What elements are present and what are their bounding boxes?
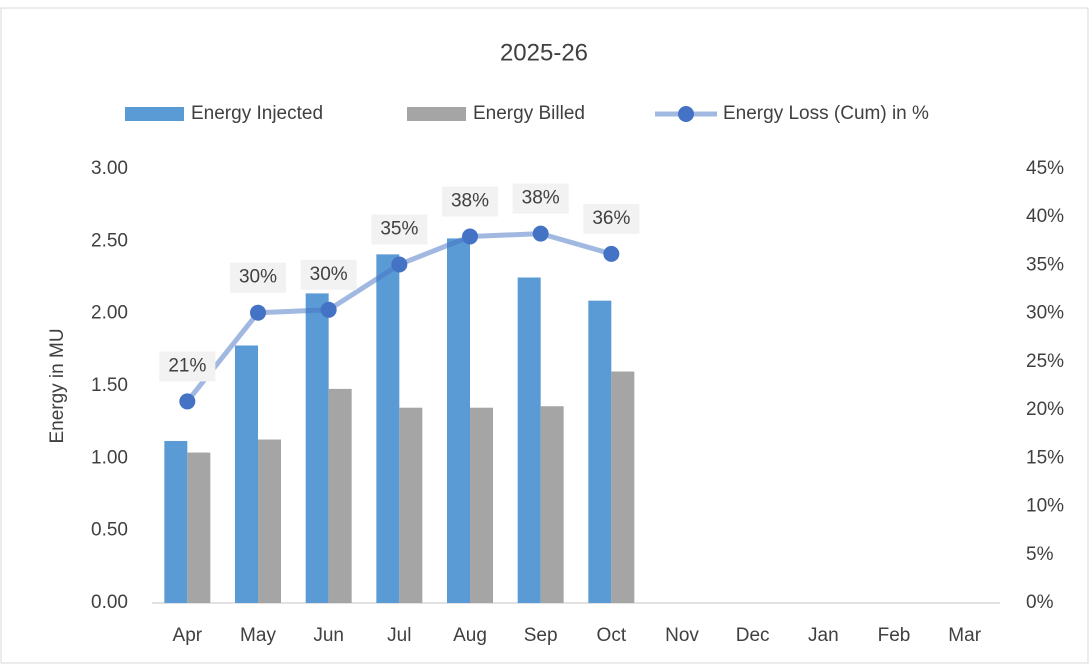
y-tick-label: 0.00 xyxy=(91,592,128,613)
legend-label: Energy Injected xyxy=(191,103,323,124)
y2-tick-label: 45% xyxy=(1026,158,1064,179)
data-label: 38% xyxy=(451,191,489,212)
y-tick-label: 2.00 xyxy=(91,303,128,324)
x-tick-label: Nov xyxy=(665,625,699,646)
x-tick-label: Jan xyxy=(808,625,839,646)
data-label: 36% xyxy=(592,208,630,229)
legend-label: Energy Loss (Cum) in % xyxy=(723,103,929,124)
data-label-box xyxy=(583,203,640,234)
data-label: 35% xyxy=(380,218,418,239)
bar xyxy=(447,238,470,603)
x-tick-label: Mar xyxy=(948,625,981,646)
x-tick-label: Jul xyxy=(387,625,411,646)
data-label: 21% xyxy=(168,355,206,376)
y2-tick-label: 40% xyxy=(1026,206,1064,227)
x-tick-label: Jun xyxy=(313,625,344,646)
bar xyxy=(470,407,493,603)
legend-label: Energy Billed xyxy=(473,103,585,124)
data-label-box xyxy=(371,214,428,245)
data-label-box xyxy=(442,186,498,217)
y-axis-title: Energy in MU xyxy=(47,328,68,443)
line-marker xyxy=(462,228,478,245)
y-tick-label: 0.50 xyxy=(91,520,128,541)
y2-tick-label: 0% xyxy=(1026,592,1054,613)
x-tick-label: Apr xyxy=(173,625,203,646)
x-tick-label: Dec xyxy=(736,625,770,646)
line-marker xyxy=(320,301,337,318)
line-marker xyxy=(391,256,408,273)
data-label: 38% xyxy=(522,188,560,209)
bar xyxy=(235,345,258,603)
bar xyxy=(305,293,329,603)
y2-tick-label: 15% xyxy=(1026,447,1064,468)
line-marker xyxy=(603,245,620,262)
bar xyxy=(588,300,612,603)
data-label-box xyxy=(159,351,216,382)
data-label-box xyxy=(512,183,569,214)
line-marker xyxy=(532,225,549,242)
data-label-box xyxy=(300,259,357,290)
data-label: 30% xyxy=(310,264,348,285)
x-tick-label: Feb xyxy=(878,625,911,646)
bar xyxy=(376,254,400,603)
y2-tick-label: 20% xyxy=(1026,399,1064,420)
bar xyxy=(328,388,352,603)
bar xyxy=(258,439,281,603)
legend-swatch xyxy=(407,107,466,121)
y-tick-label: 1.50 xyxy=(91,375,128,396)
y2-tick-label: 35% xyxy=(1026,254,1064,275)
bar xyxy=(399,407,423,603)
y2-tick-label: 25% xyxy=(1026,351,1064,372)
data-label: 30% xyxy=(239,267,277,288)
bar xyxy=(164,440,188,603)
legend-marker xyxy=(678,106,694,122)
bar xyxy=(611,371,635,603)
y-tick-label: 3.00 xyxy=(91,158,128,179)
x-tick-label: May xyxy=(240,625,276,646)
y-tick-label: 2.50 xyxy=(91,230,128,251)
bar xyxy=(517,277,541,603)
x-tick-label: Oct xyxy=(597,625,627,646)
line-marker xyxy=(179,393,196,410)
line-marker xyxy=(250,304,266,321)
bar xyxy=(540,406,564,603)
data-label-box xyxy=(230,262,286,293)
x-tick-label: Aug xyxy=(453,625,487,646)
chart-title: 2025-26 xyxy=(500,39,588,66)
x-tick-label: Sep xyxy=(524,625,558,646)
y2-tick-label: 30% xyxy=(1026,303,1064,324)
y-tick-label: 1.00 xyxy=(91,447,128,468)
bar xyxy=(187,452,211,603)
legend-swatch xyxy=(125,107,184,121)
y2-tick-label: 10% xyxy=(1026,496,1064,517)
y2-tick-label: 5% xyxy=(1026,544,1054,565)
